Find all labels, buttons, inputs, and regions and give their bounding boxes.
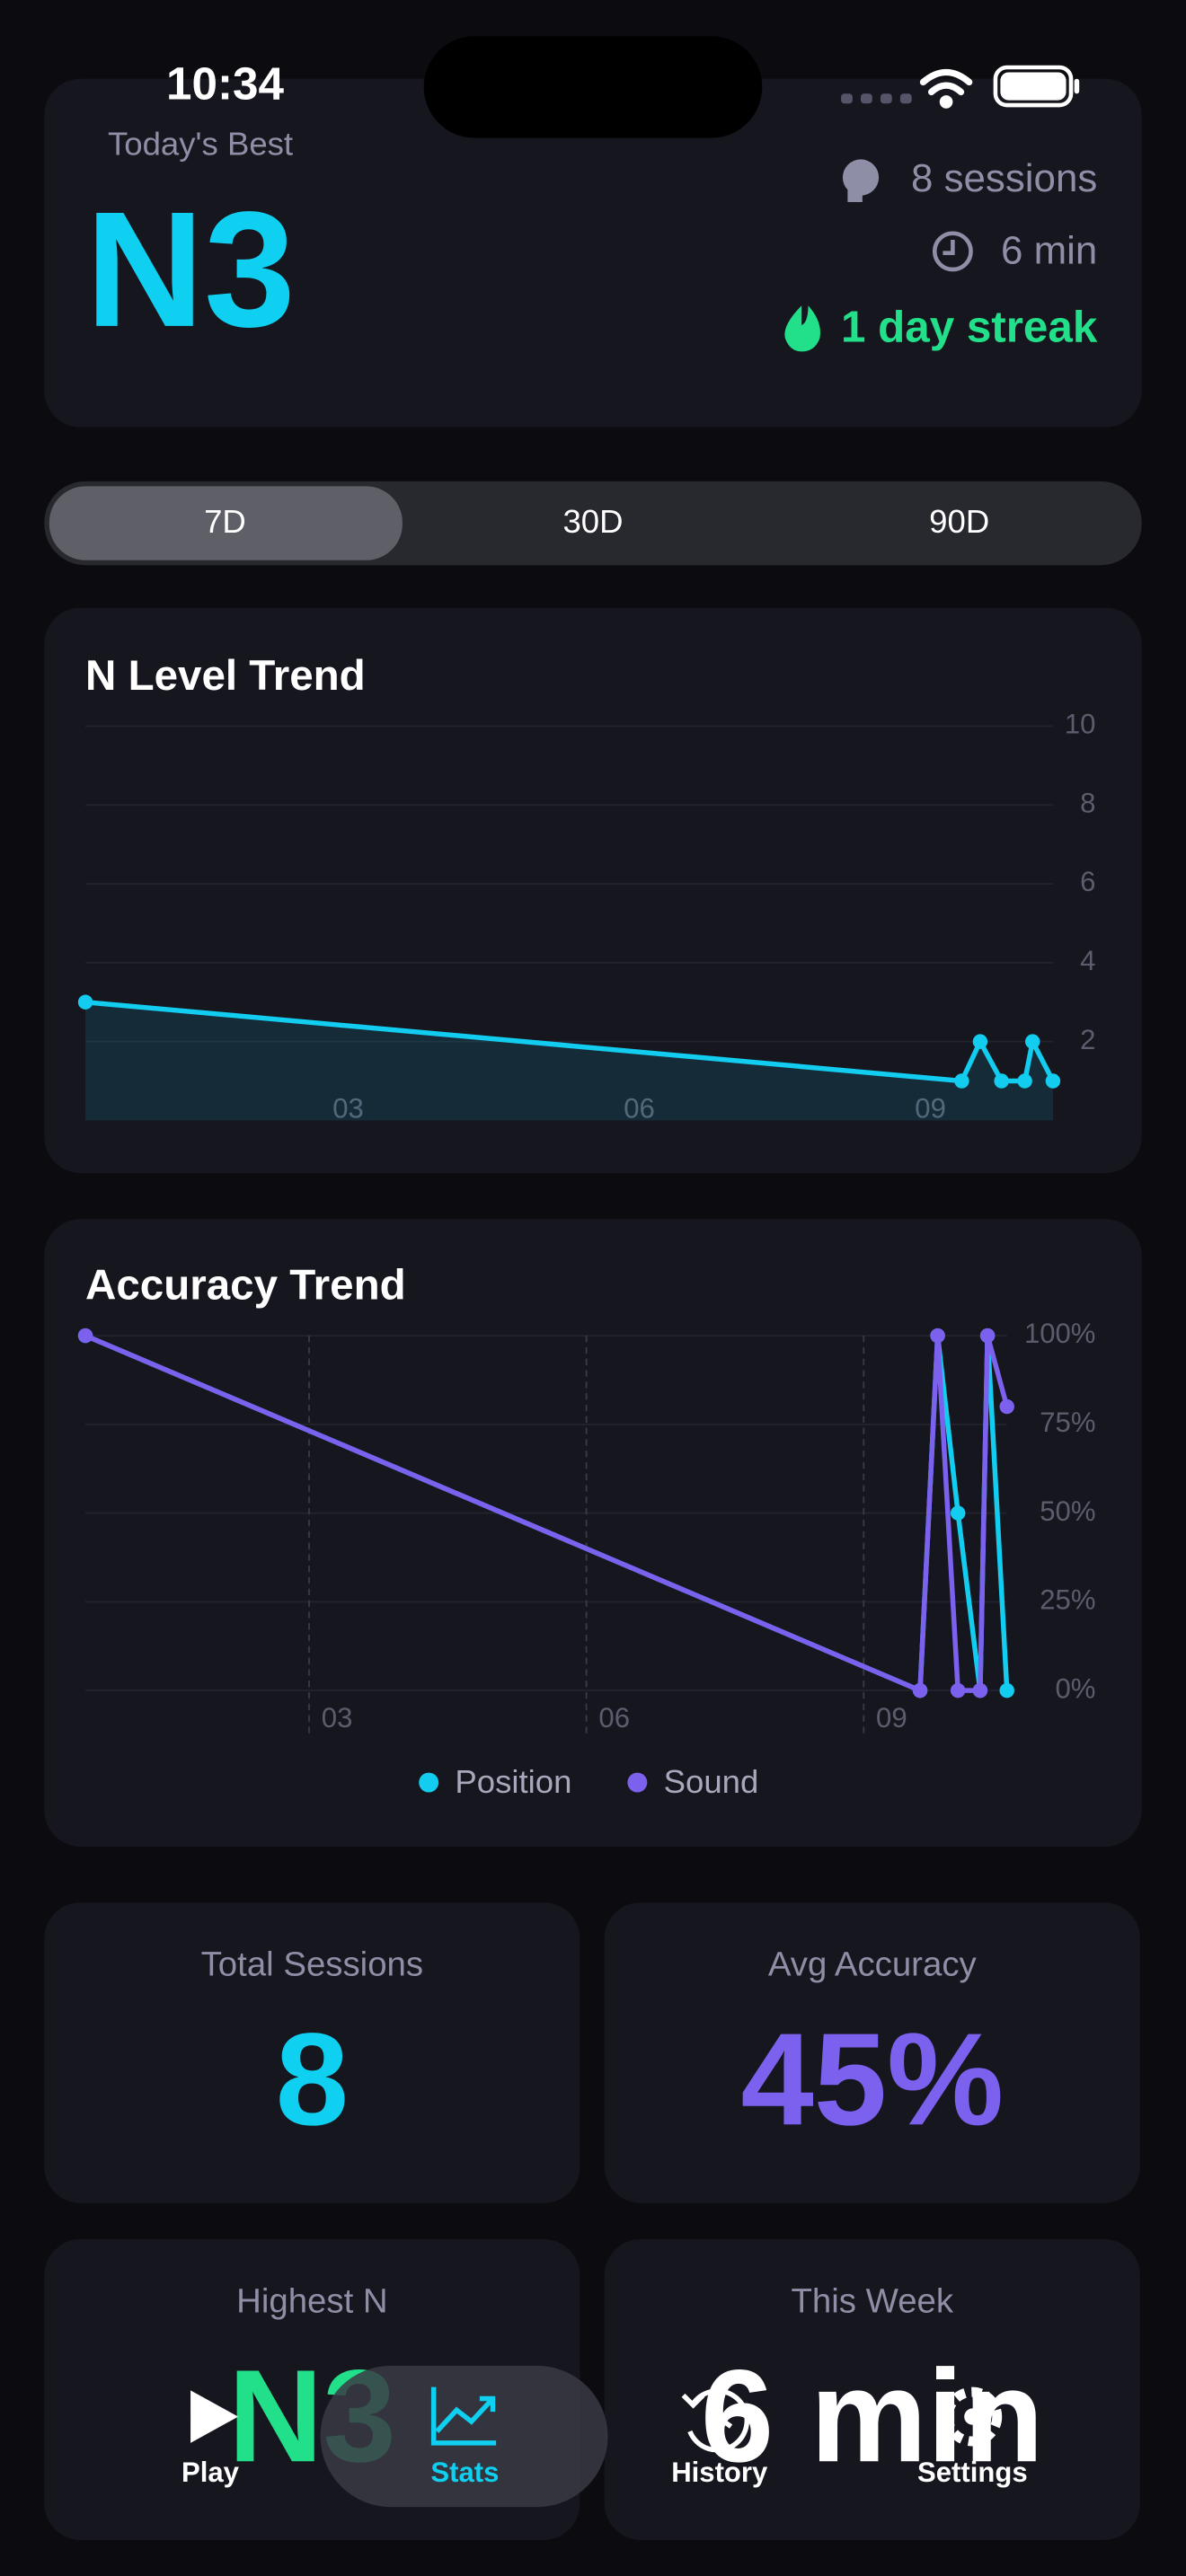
- y-tick-label: 4: [1080, 945, 1095, 976]
- history-icon[interactable]: [681, 2388, 750, 2453]
- stat-label: Total Sessions: [201, 1945, 423, 1984]
- sessions-count: 8 sessions: [911, 156, 1097, 200]
- x-tick-label: 03: [322, 1702, 353, 1734]
- y-tick-label: 0%: [1056, 1672, 1096, 1704]
- point: [1025, 1034, 1040, 1049]
- stat-card: [604, 2239, 1140, 2540]
- point: [1017, 1073, 1032, 1089]
- x-tick-label: 06: [598, 1702, 630, 1734]
- play-icon[interactable]: [190, 2390, 239, 2443]
- area: [85, 1001, 1053, 1121]
- settings-icon[interactable]: [943, 2386, 1003, 2447]
- signal-icon: [841, 93, 912, 104]
- sessions-icon: [842, 159, 880, 202]
- point: [994, 1073, 1009, 1089]
- point: [950, 1682, 966, 1698]
- streak: 1 day streak: [841, 303, 1098, 352]
- y-tick-label: 75%: [1040, 1407, 1095, 1438]
- session-time: 6 min: [1001, 228, 1097, 272]
- stat-label: This Week: [792, 2282, 954, 2321]
- x-tick-label: 06: [624, 1093, 655, 1125]
- stat-card: [44, 1902, 580, 2203]
- chart-title: Accuracy Trend: [85, 1262, 406, 1310]
- best-level: N3: [85, 177, 296, 361]
- x-tick-label: 03: [332, 1093, 364, 1125]
- stat-label: Avg Accuracy: [768, 1945, 978, 1984]
- point: [950, 1505, 966, 1521]
- y-tick-label: 8: [1080, 787, 1095, 818]
- stat-card: [604, 1902, 1140, 2203]
- tab-selected[interactable]: [320, 2365, 608, 2508]
- point: [912, 1682, 928, 1698]
- stat-value: 8: [276, 2007, 349, 2153]
- dynamic-island: [423, 36, 763, 138]
- point: [972, 1682, 988, 1698]
- legend-marker: [627, 1772, 648, 1793]
- y-tick-label: 100%: [1024, 1318, 1095, 1349]
- legend-label: Position: [455, 1763, 571, 1800]
- accuracy-card: [44, 1219, 1142, 1847]
- point: [999, 1398, 1014, 1415]
- chart-title: N Level Trend: [85, 652, 366, 700]
- battery-icon: [993, 65, 1080, 108]
- tab-label[interactable]: Stats: [430, 2457, 499, 2488]
- clock-icon: [932, 231, 973, 272]
- status-time: 10:34: [166, 57, 284, 109]
- point: [1045, 1073, 1061, 1089]
- flame-icon: [784, 305, 820, 352]
- range-tab-selected[interactable]: [49, 486, 403, 560]
- x-tick-label: 09: [876, 1702, 907, 1734]
- tab-label[interactable]: Settings: [917, 2457, 1028, 2488]
- y-tick-label: 2: [1080, 1024, 1095, 1055]
- stat-label: Highest N: [236, 2282, 388, 2321]
- point: [979, 1328, 996, 1344]
- n-level-card: [44, 607, 1142, 1173]
- y-tick-label: 25%: [1040, 1584, 1095, 1616]
- legend-marker: [419, 1772, 439, 1793]
- x-tick-label: 09: [915, 1093, 946, 1125]
- charts: 2 4 6 8 10 03 06 09 0% 25% 50% 75% 100% 03 06 09 Positio…: [77, 709, 1096, 1800]
- point: [999, 1682, 1014, 1698]
- best-label: Today's Best: [108, 125, 293, 162]
- point: [77, 994, 93, 1010]
- wifi-icon: [919, 68, 973, 109]
- stats-icon[interactable]: [430, 2386, 497, 2446]
- tab-label[interactable]: History: [671, 2457, 768, 2488]
- point: [954, 1073, 969, 1089]
- stat-value: 45%: [740, 2007, 1004, 2153]
- y-tick-label: 6: [1080, 866, 1095, 897]
- y-tick-label: 50%: [1040, 1495, 1095, 1527]
- point: [972, 1034, 988, 1049]
- range-tab[interactable]: 90D: [929, 503, 989, 540]
- range-tab[interactable]: 7D: [204, 503, 246, 540]
- y-tick-label: 10: [1065, 709, 1096, 740]
- legend-label: Sound: [664, 1763, 759, 1800]
- point: [77, 1328, 93, 1344]
- range-tab[interactable]: 30D: [562, 503, 623, 540]
- stat-value: 6 min: [701, 2343, 1044, 2490]
- tab-label[interactable]: Play: [181, 2457, 240, 2488]
- point: [930, 1328, 945, 1344]
